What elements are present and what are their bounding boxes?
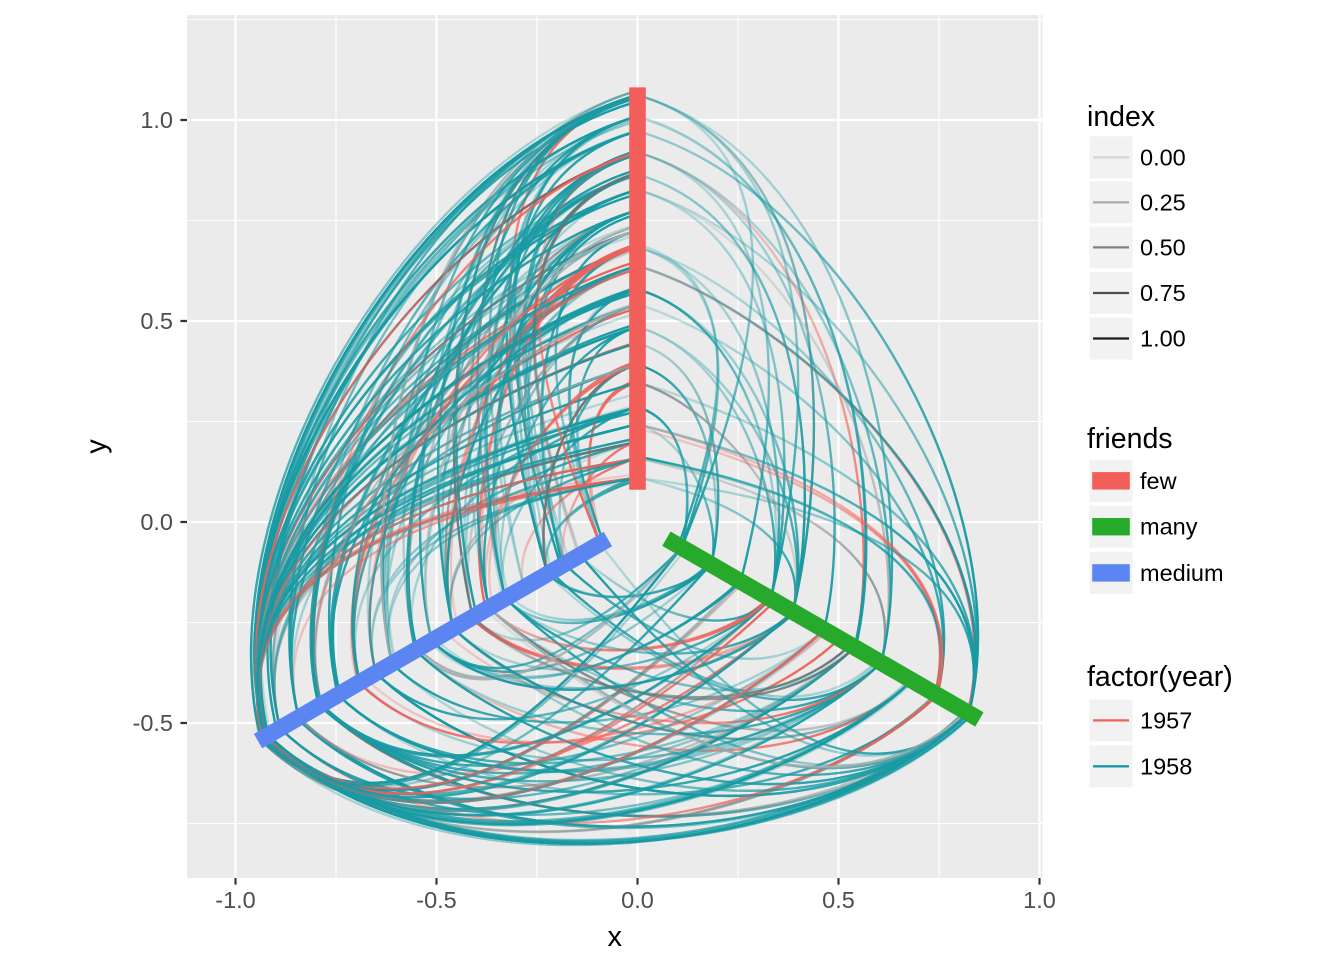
svg-text:few: few: [1140, 468, 1178, 494]
svg-text:friends: friends: [1087, 423, 1173, 455]
svg-text:0.5: 0.5: [822, 887, 855, 913]
svg-text:0.75: 0.75: [1140, 280, 1186, 306]
svg-text:medium: medium: [1140, 560, 1224, 586]
svg-text:0.5: 0.5: [140, 308, 173, 334]
svg-text:many: many: [1140, 514, 1198, 540]
svg-text:0.25: 0.25: [1140, 189, 1186, 215]
svg-text:0.0: 0.0: [621, 887, 654, 913]
svg-text:-1.0: -1.0: [215, 887, 256, 913]
svg-text:1.0: 1.0: [1023, 887, 1056, 913]
svg-text:factor(year): factor(year): [1087, 661, 1233, 693]
svg-text:0.0: 0.0: [140, 509, 173, 535]
svg-text:x: x: [608, 921, 623, 953]
svg-text:index: index: [1087, 101, 1155, 133]
svg-text:1957: 1957: [1140, 707, 1192, 733]
svg-text:0.50: 0.50: [1140, 234, 1186, 260]
svg-text:1.0: 1.0: [140, 107, 173, 133]
svg-text:0.00: 0.00: [1140, 144, 1186, 170]
svg-text:1958: 1958: [1140, 753, 1192, 779]
svg-text:y: y: [81, 439, 113, 454]
svg-text:-0.5: -0.5: [133, 710, 174, 736]
svg-text:-0.5: -0.5: [416, 887, 457, 913]
svg-text:1.00: 1.00: [1140, 326, 1186, 352]
